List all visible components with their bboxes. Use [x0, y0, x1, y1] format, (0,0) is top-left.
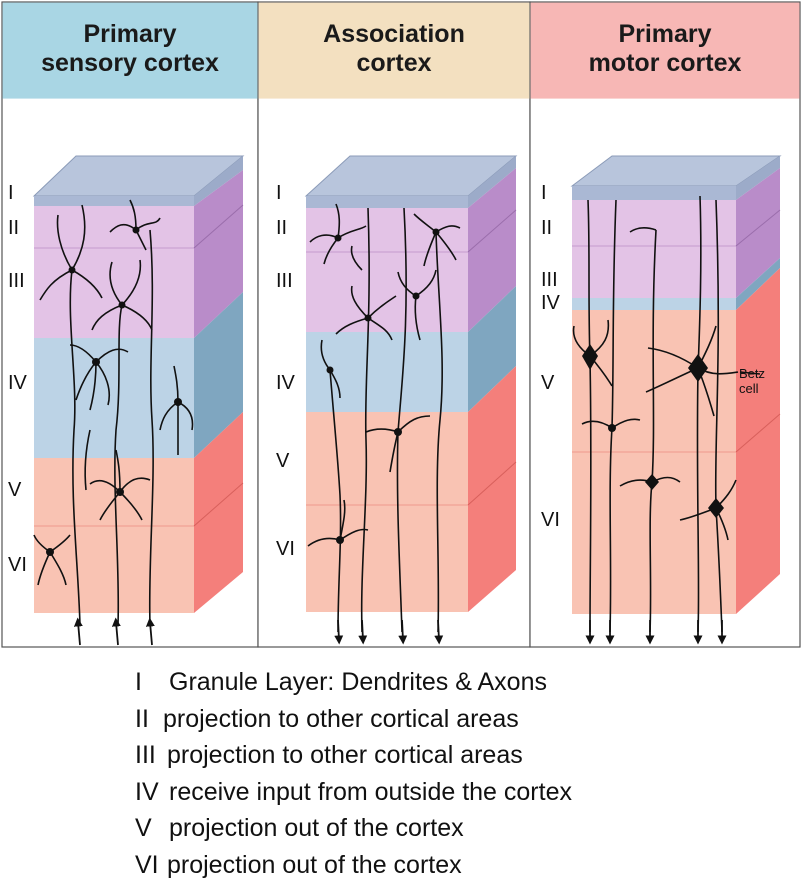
- legend-text-IV: receive input from outside the cortex: [169, 777, 572, 806]
- legend-num-II: II: [135, 704, 149, 733]
- sensory-label-III: III: [8, 270, 25, 292]
- association-layer-V-VI: [306, 412, 468, 612]
- sensory-layer-I: [34, 196, 194, 206]
- legend-num-I: I: [135, 668, 142, 696]
- betz-cell-label: Betz cell: [739, 366, 765, 396]
- association-panel-title: Association cortex: [258, 0, 530, 98]
- association-output-arrows: [334, 619, 444, 645]
- association-side-II-III: [468, 168, 516, 332]
- association-cortex-block: [304, 155, 518, 645]
- sensory-side-I: [194, 156, 243, 206]
- motor-label-II: II: [541, 217, 553, 239]
- motor-side-II-III: [736, 168, 780, 298]
- motor-output-arrows: [585, 620, 727, 645]
- sensory-layer-IV: [34, 338, 194, 458]
- motor-header-bg: [530, 2, 800, 99]
- sensory-layer-V-VI: [34, 458, 194, 613]
- betz-label-line2: cell: [739, 381, 759, 396]
- motor-label-V: V: [541, 372, 555, 394]
- sensory-cortex-block: [32, 155, 245, 646]
- layer-legend: I Granule Layer: Dendrites & Axons II proj…: [135, 664, 755, 883]
- sensory-label-V: V: [8, 479, 22, 501]
- legend-num-V: V: [135, 814, 152, 842]
- association-label-IV: IV: [276, 372, 295, 394]
- legend-text-VI: projection out of the cortex: [167, 850, 462, 879]
- motor-panel-title: Primary motor cortex: [530, 0, 800, 98]
- sensory-input-arrows: [73, 617, 155, 646]
- legend-item-II: II projection to other cortical areas: [135, 701, 755, 738]
- legend-text-II: projection to other cortical areas: [163, 704, 519, 733]
- legend-item-IV: IV receive input from outside the cortex: [135, 774, 755, 811]
- motor-label-IV: IV: [541, 292, 560, 314]
- legend-item-VI: VI projection out of the cortex: [135, 847, 755, 884]
- motor-cortex-block: [570, 155, 782, 645]
- motor-title-line2: motor cortex: [588, 49, 742, 77]
- legend-text-I: Granule Layer: Dendrites & Axons: [169, 668, 547, 696]
- motor-title-line1: Primary: [618, 20, 712, 48]
- sensory-panel-title: Primary sensory cortex: [2, 0, 258, 98]
- association-side-I: [468, 156, 516, 208]
- association-side-V-VI: [468, 366, 516, 612]
- legend-text-V: projection out of the cortex: [169, 814, 464, 842]
- legend-text-III: projection to other cortical areas: [167, 741, 523, 769]
- association-label-V: V: [276, 450, 290, 472]
- sensory-side-IV: [194, 292, 243, 458]
- association-label-II: II: [276, 217, 288, 239]
- association-layer-I: [306, 196, 468, 208]
- sensory-label-VI: VI: [8, 554, 27, 576]
- motor-label-I: I: [541, 182, 547, 204]
- motor-label-VI: VI: [541, 509, 560, 531]
- legend-num-III: III: [135, 741, 156, 769]
- association-header-bg: [258, 2, 530, 99]
- association-label-III: III: [276, 270, 293, 292]
- motor-layer-I: [572, 186, 736, 200]
- sensory-label-I: I: [8, 182, 14, 204]
- association-label-VI: VI: [276, 538, 295, 560]
- association-title-line1: Association: [323, 20, 465, 48]
- legend-num-IV: IV: [135, 777, 159, 806]
- association-side-IV: [468, 286, 516, 412]
- legend-item-III: III projection to other cortical areas: [135, 737, 755, 774]
- legend-num-VI: VI: [135, 850, 159, 879]
- sensory-side-II-III: [194, 170, 243, 338]
- sensory-title-line2: sensory cortex: [41, 49, 219, 77]
- association-layer-II-III: [306, 208, 468, 332]
- sensory-title-line1: Primary: [83, 20, 177, 48]
- legend-item-I: I Granule Layer: Dendrites & Axons: [135, 664, 755, 701]
- betz-label-line1: Betz: [739, 366, 766, 381]
- motor-side-V-VI: [736, 268, 780, 614]
- cortex-layers-diagram: [1, 1, 801, 648]
- association-label-I: I: [276, 182, 282, 204]
- sensory-label-IV: IV: [8, 372, 27, 394]
- motor-label-III: III: [541, 269, 558, 291]
- motor-side-I: [736, 156, 780, 200]
- sensory-header-bg: [2, 2, 258, 99]
- association-title-line2: cortex: [356, 49, 432, 77]
- motor-side-IV: [736, 258, 780, 310]
- sensory-neurons: [33, 199, 194, 626]
- sensory-label-II: II: [8, 217, 20, 239]
- sensory-side-V-VI: [194, 412, 243, 613]
